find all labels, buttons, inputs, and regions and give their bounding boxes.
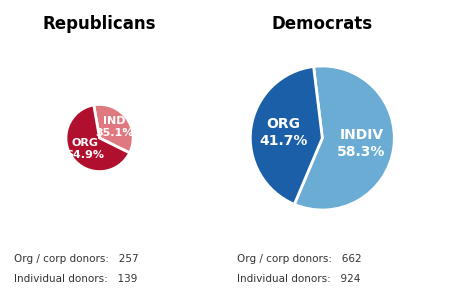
Wedge shape [94, 104, 133, 153]
Text: Republicans: Republicans [43, 15, 156, 33]
Text: Individual donors:   139: Individual donors: 139 [14, 274, 137, 284]
Text: ORG
64.9%: ORG 64.9% [65, 138, 104, 160]
Text: Org / corp donors:   257: Org / corp donors: 257 [14, 254, 139, 263]
Text: Individual donors:   924: Individual donors: 924 [237, 274, 360, 284]
Wedge shape [66, 105, 130, 172]
Text: IND
35.1%: IND 35.1% [95, 116, 134, 138]
Text: Democrats: Democrats [272, 15, 373, 33]
Wedge shape [250, 67, 322, 204]
Text: ORG
41.7%: ORG 41.7% [259, 117, 307, 148]
Text: INDIV
58.3%: INDIV 58.3% [337, 128, 386, 159]
Text: Org / corp donors:   662: Org / corp donors: 662 [237, 254, 362, 263]
Wedge shape [294, 66, 394, 210]
